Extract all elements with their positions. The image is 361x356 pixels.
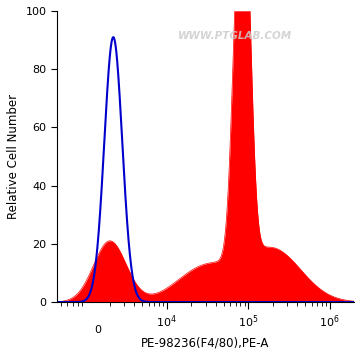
Text: WWW.PTGLAB.COM: WWW.PTGLAB.COM [178,31,292,41]
X-axis label: PE-98236(F4/80),PE-A: PE-98236(F4/80),PE-A [141,336,270,349]
Y-axis label: Relative Cell Number: Relative Cell Number [7,94,20,219]
Text: 0: 0 [94,325,101,335]
